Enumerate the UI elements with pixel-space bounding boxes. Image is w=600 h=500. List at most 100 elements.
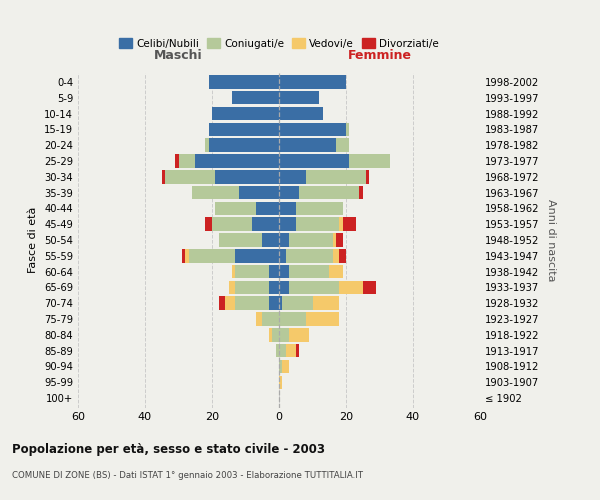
Bar bbox=[279, 122, 349, 136]
Bar bbox=[279, 360, 289, 373]
Bar bbox=[239, 186, 279, 200]
Bar bbox=[232, 91, 279, 104]
Bar bbox=[269, 296, 279, 310]
Bar bbox=[279, 154, 389, 168]
Bar bbox=[279, 344, 299, 358]
Bar bbox=[262, 234, 279, 246]
Bar bbox=[279, 138, 349, 152]
Bar bbox=[275, 344, 279, 358]
Bar bbox=[209, 76, 279, 88]
Bar bbox=[279, 312, 306, 326]
Bar bbox=[279, 170, 306, 183]
Bar bbox=[212, 107, 279, 120]
Bar bbox=[279, 344, 286, 358]
Bar bbox=[279, 91, 319, 104]
Bar bbox=[279, 107, 323, 120]
Bar bbox=[279, 202, 343, 215]
Bar bbox=[279, 328, 289, 342]
Bar bbox=[209, 138, 279, 152]
Bar bbox=[209, 122, 279, 136]
Bar bbox=[279, 312, 340, 326]
Bar bbox=[279, 280, 340, 294]
Bar bbox=[279, 170, 370, 183]
Bar bbox=[279, 312, 340, 326]
Bar bbox=[279, 234, 332, 246]
Bar bbox=[235, 296, 279, 310]
Bar bbox=[192, 186, 279, 200]
Bar bbox=[279, 249, 340, 262]
Bar bbox=[195, 154, 279, 168]
Bar bbox=[279, 296, 340, 310]
Bar bbox=[269, 328, 279, 342]
Bar bbox=[205, 138, 279, 152]
Bar bbox=[279, 122, 346, 136]
Bar bbox=[232, 91, 279, 104]
Y-axis label: Fasce di età: Fasce di età bbox=[28, 207, 38, 273]
Bar bbox=[229, 280, 279, 294]
Bar bbox=[275, 344, 279, 358]
Bar bbox=[252, 218, 279, 231]
Bar bbox=[188, 249, 279, 262]
Bar bbox=[279, 265, 343, 278]
Bar bbox=[232, 91, 279, 104]
Bar bbox=[218, 234, 279, 246]
Bar bbox=[192, 186, 279, 200]
Bar bbox=[256, 202, 279, 215]
Bar bbox=[279, 376, 283, 389]
Bar bbox=[165, 170, 279, 183]
Bar bbox=[218, 296, 279, 310]
Bar bbox=[279, 328, 309, 342]
Bar bbox=[182, 249, 279, 262]
Bar bbox=[279, 202, 296, 215]
Bar bbox=[279, 296, 313, 310]
Bar bbox=[212, 218, 279, 231]
Bar bbox=[279, 107, 323, 120]
Bar bbox=[279, 122, 349, 136]
Bar bbox=[279, 218, 343, 231]
Bar bbox=[272, 328, 279, 342]
Bar bbox=[205, 138, 279, 152]
Bar bbox=[279, 234, 336, 246]
Bar bbox=[279, 91, 319, 104]
Bar bbox=[279, 107, 323, 120]
Bar bbox=[279, 154, 389, 168]
Bar bbox=[279, 76, 346, 88]
Bar bbox=[235, 265, 279, 278]
Bar bbox=[279, 186, 363, 200]
Text: Femmine: Femmine bbox=[347, 50, 412, 62]
Bar bbox=[279, 234, 343, 246]
Text: Maschi: Maschi bbox=[154, 50, 203, 62]
Bar bbox=[205, 218, 279, 231]
Bar bbox=[279, 328, 309, 342]
Bar bbox=[232, 265, 279, 278]
Bar bbox=[279, 265, 329, 278]
Bar bbox=[215, 170, 279, 183]
Bar bbox=[279, 186, 299, 200]
Bar bbox=[279, 154, 389, 168]
Bar bbox=[256, 312, 279, 326]
Bar bbox=[229, 280, 279, 294]
Bar bbox=[279, 91, 319, 104]
Bar bbox=[279, 280, 289, 294]
Bar bbox=[279, 154, 349, 168]
Bar bbox=[232, 91, 279, 104]
Bar bbox=[262, 312, 279, 326]
Bar bbox=[269, 280, 279, 294]
Bar bbox=[279, 76, 346, 88]
Bar bbox=[212, 107, 279, 120]
Bar bbox=[209, 76, 279, 88]
Bar bbox=[205, 138, 279, 152]
Bar bbox=[279, 186, 359, 200]
Bar bbox=[192, 186, 279, 200]
Bar bbox=[215, 202, 279, 215]
Bar bbox=[212, 218, 279, 231]
Text: Popolazione per età, sesso e stato civile - 2003: Popolazione per età, sesso e stato civil… bbox=[12, 442, 325, 456]
Bar bbox=[279, 107, 323, 120]
Bar bbox=[275, 344, 279, 358]
Bar bbox=[279, 376, 283, 389]
Bar bbox=[279, 296, 340, 310]
Bar bbox=[209, 122, 279, 136]
Bar bbox=[165, 170, 279, 183]
Bar bbox=[279, 360, 289, 373]
Bar bbox=[279, 138, 336, 152]
